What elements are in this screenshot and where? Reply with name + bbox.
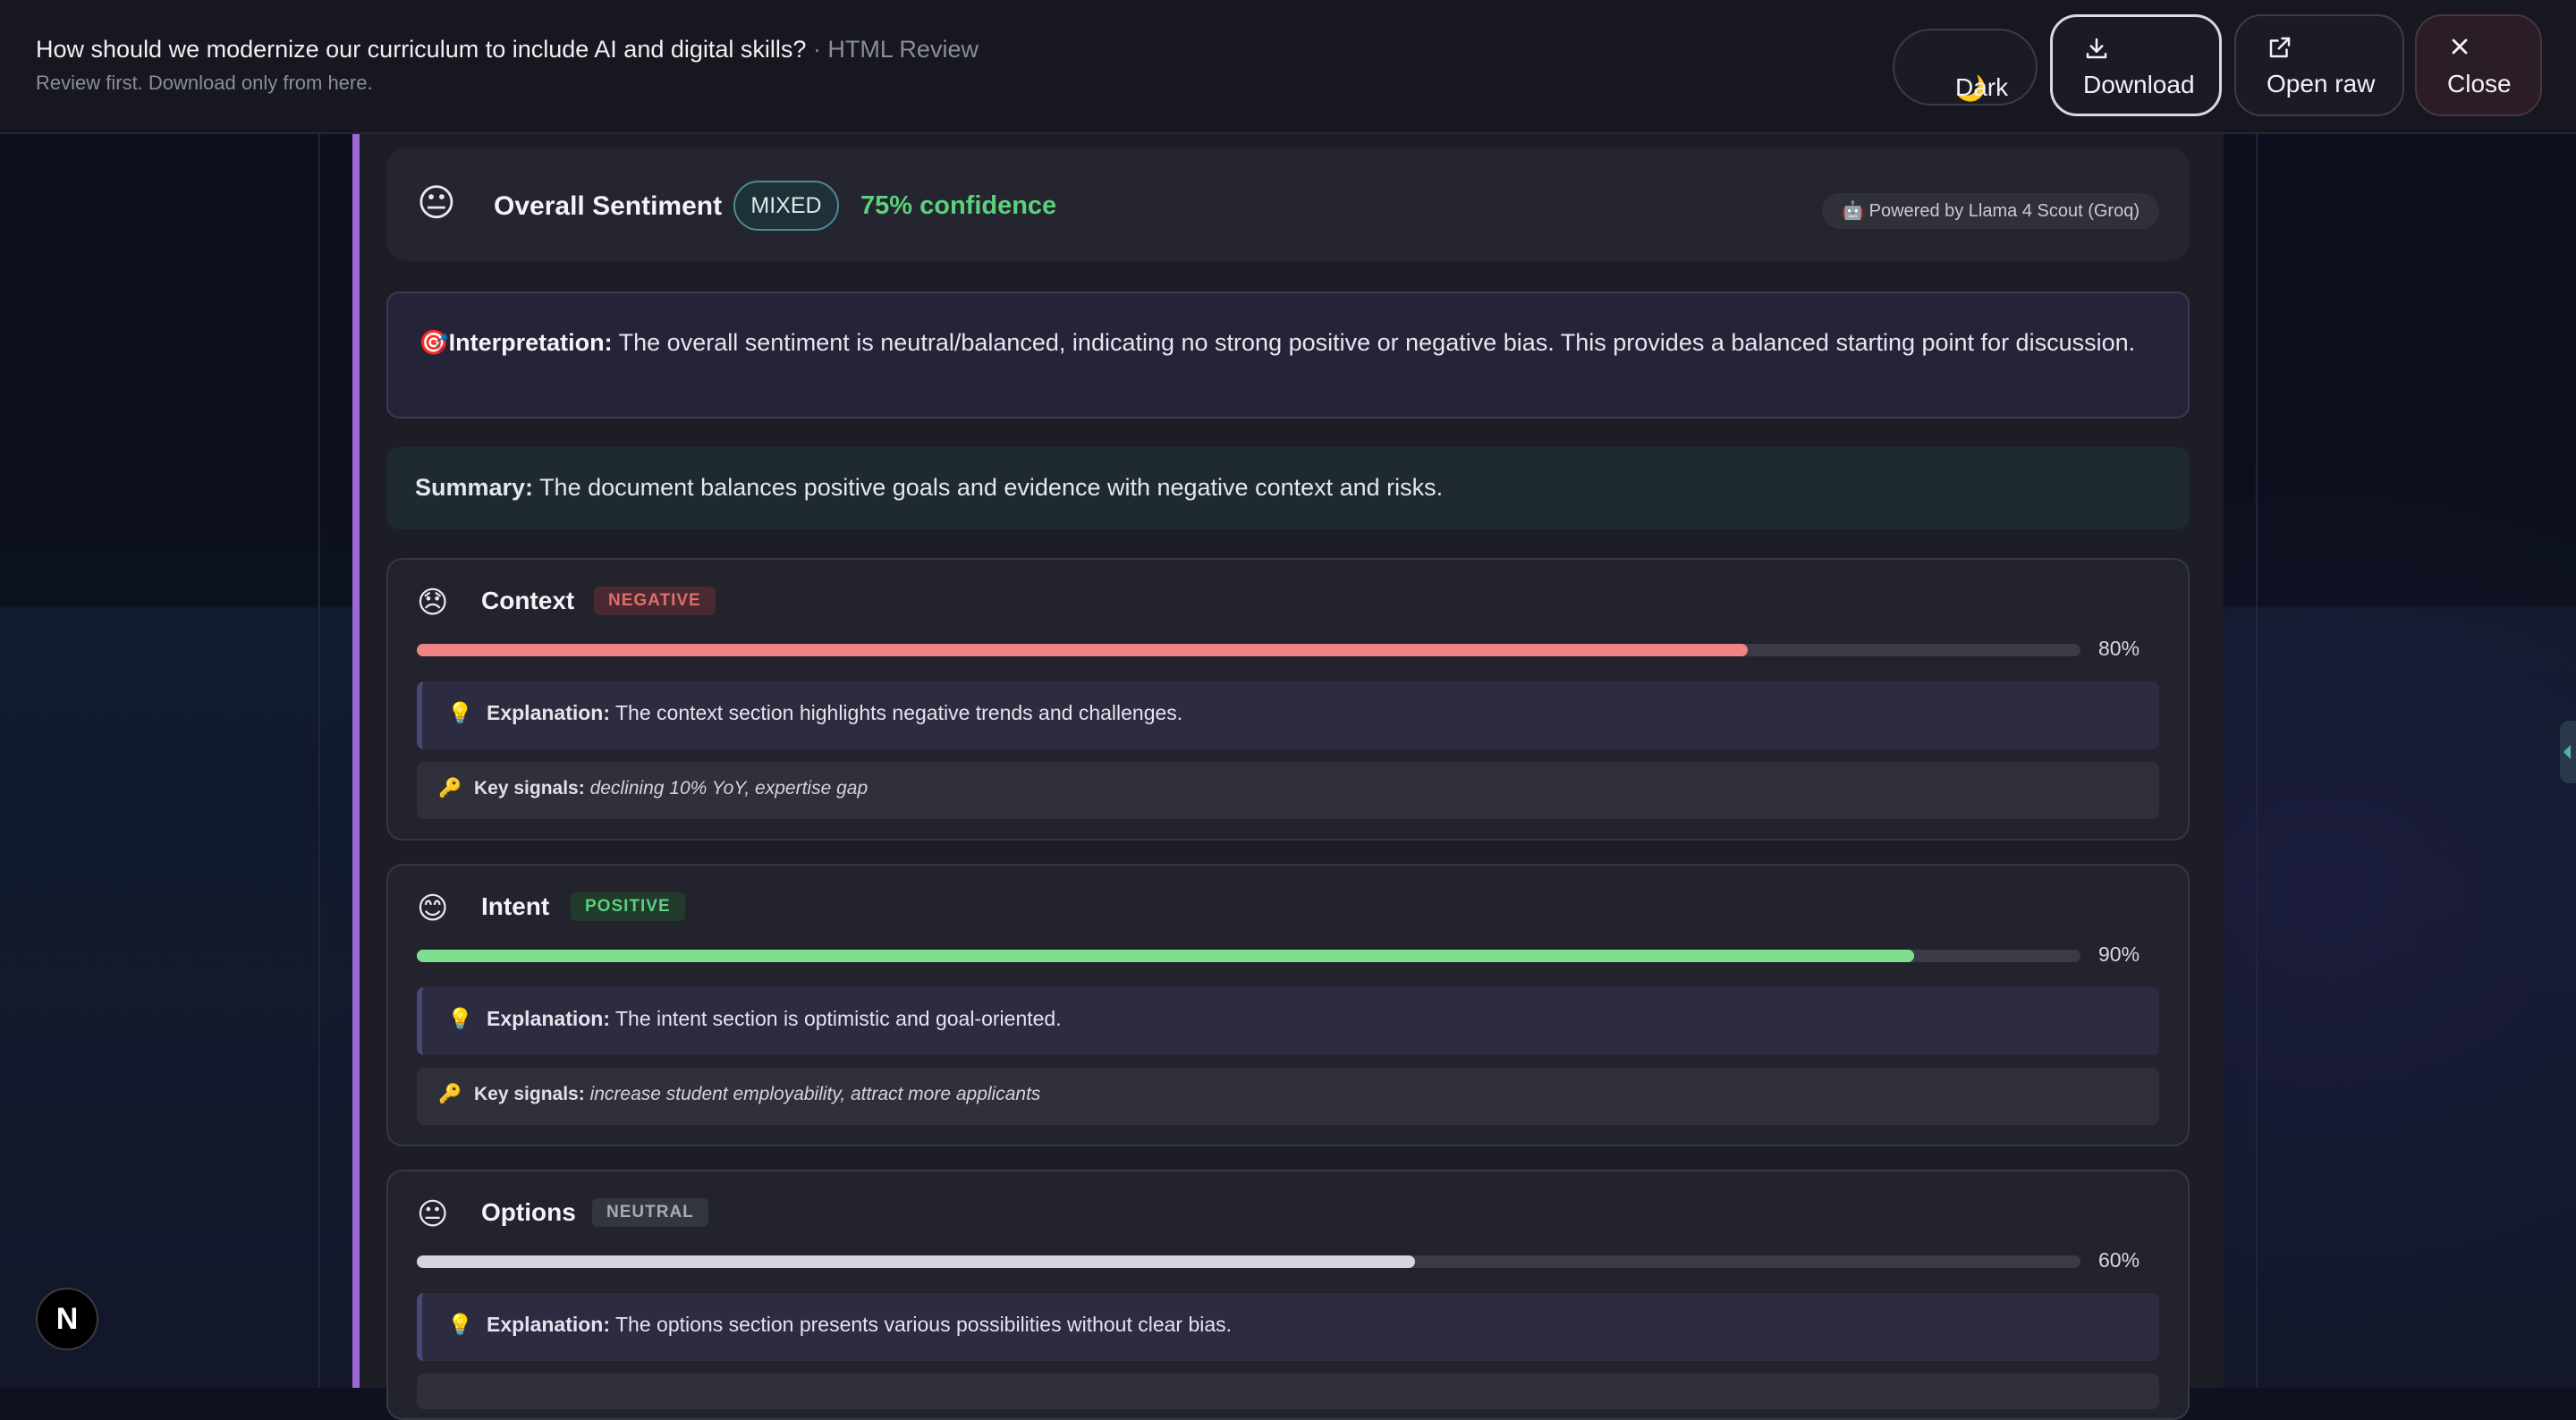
overall-sentiment-title: Overall Sentiment xyxy=(494,191,723,221)
score-fill xyxy=(417,950,1914,962)
neutral-face-icon: 😐 xyxy=(417,182,456,224)
download-button[interactable]: Download xyxy=(2050,14,2222,116)
key-icon: 🔑 xyxy=(438,1084,462,1104)
sentiment-badge-positive: POSITIVE xyxy=(571,892,685,921)
key-signals-text: declining 10% YoY, expertise gap xyxy=(589,778,869,799)
summary-box: Summary: The document balances positive … xyxy=(386,447,2190,529)
key-signals-box: 🔑 Key signals: increase student employabi… xyxy=(417,1068,2159,1125)
neutral-face-icon: 😐 xyxy=(417,1197,449,1231)
score-fill xyxy=(417,1255,1415,1268)
explanation-text: The context section highlights negative … xyxy=(615,701,1183,724)
score-percent: 90% xyxy=(2098,942,2140,966)
score-track xyxy=(417,1255,2080,1268)
moon-icon: 🌙 xyxy=(1955,74,1987,102)
explanation-label: Explanation: xyxy=(487,1313,611,1336)
explanation-text: The intent section is optimistic and goa… xyxy=(615,1007,1062,1030)
key-signals-label: Key signals: xyxy=(474,778,585,799)
interpretation-label: Interpretation: xyxy=(448,329,613,356)
score-percent: 80% xyxy=(2098,637,2140,660)
section-card-context: 😞 Context NEGATIVE 80% 💡 Explanation: The… xyxy=(386,558,2190,841)
explanation-box: 💡 Explanation: The options section presen… xyxy=(417,1293,2159,1361)
key-signals-box xyxy=(417,1374,2159,1409)
accent-rule xyxy=(352,134,360,1388)
section-card-options: 😐 Options NEUTRAL 60% 💡 Explanation: The … xyxy=(386,1170,2190,1420)
sentiment-badge-negative: NEGATIVE xyxy=(594,587,716,615)
interpretation-box: 🎯Interpretation: The overall sentiment i… xyxy=(386,292,2190,418)
download-label: Download xyxy=(2083,71,2195,98)
summary-label: Summary: xyxy=(415,474,534,501)
explanation-box: 💡 Explanation: The intent section is opti… xyxy=(417,987,2159,1055)
score-track xyxy=(417,644,2080,656)
page-subtitle: Review first. Download only from here. xyxy=(36,72,373,94)
lightbulb-icon: 💡 xyxy=(447,1313,473,1336)
section-card-intent: 😊 Intent POSITIVE 90% 💡 Explanation: The … xyxy=(386,864,2190,1146)
dark-mode-button[interactable]: 🌙 Dark xyxy=(1893,29,2038,106)
explanation-label: Explanation: xyxy=(487,1007,611,1030)
review-header: How should we modernize our curriculum t… xyxy=(0,0,2576,134)
target-icon: 🎯 xyxy=(419,329,449,356)
powered-by-pill: 🤖 Powered by Llama 4 Scout (Groq) xyxy=(1822,193,2159,229)
sentiment-badge-neutral: NEUTRAL xyxy=(592,1198,708,1227)
content-frame-left xyxy=(318,134,320,1388)
download-icon xyxy=(2086,38,2107,59)
interpretation-text: The overall sentiment is neutral/balance… xyxy=(618,329,2136,356)
summary-text: The document balances positive goals and… xyxy=(539,474,1444,501)
disappointed-face-icon: 😞 xyxy=(417,586,449,620)
explanation-label: Explanation: xyxy=(487,701,611,724)
open-raw-label: Open raw xyxy=(2267,70,2376,97)
lightbulb-icon: 💡 xyxy=(447,701,473,724)
score-percent: 60% xyxy=(2098,1248,2140,1272)
key-signals-label: Key signals: xyxy=(474,1084,585,1104)
score-fill xyxy=(417,644,1748,656)
explanation-box: 💡 Explanation: The context section highli… xyxy=(417,681,2159,749)
page-title: How should we modernize our curriculum t… xyxy=(36,36,979,63)
overall-sentiment-bar: 😐 Overall Sentiment MIXED 75% confidence… xyxy=(386,148,2190,261)
title-suffix: · HTML Review xyxy=(812,36,979,63)
explanation-text: The options section presents various pos… xyxy=(615,1313,1233,1336)
key-signals-box: 🔑 Key signals: declining 10% YoY, experti… xyxy=(417,762,2159,819)
section-title: Options xyxy=(481,1198,576,1226)
smiling-face-icon: 😊 xyxy=(417,892,449,926)
lightbulb-icon: 💡 xyxy=(447,1007,473,1030)
content-frame-right xyxy=(2256,134,2258,1388)
score-track xyxy=(417,950,2080,962)
section-title: Intent xyxy=(481,892,550,920)
close-label: Close xyxy=(2447,70,2512,97)
side-panel-handle[interactable] xyxy=(2560,721,2576,783)
external-link-icon xyxy=(2269,37,2291,58)
dark-label: Dark xyxy=(1955,73,2009,101)
open-raw-button[interactable]: Open raw xyxy=(2234,14,2404,116)
close-button[interactable]: Close xyxy=(2415,14,2542,116)
sentiment-label-badge: MIXED xyxy=(733,181,839,231)
nextjs-logo-icon[interactable]: N xyxy=(36,1288,98,1350)
close-icon xyxy=(2452,38,2468,55)
confidence-value: 75% confidence xyxy=(860,191,1057,220)
key-signals-text: increase student employability, attract … xyxy=(589,1084,1041,1104)
robot-icon: 🤖 xyxy=(1842,201,1865,221)
section-title: Context xyxy=(481,587,575,614)
key-icon: 🔑 xyxy=(438,778,462,799)
